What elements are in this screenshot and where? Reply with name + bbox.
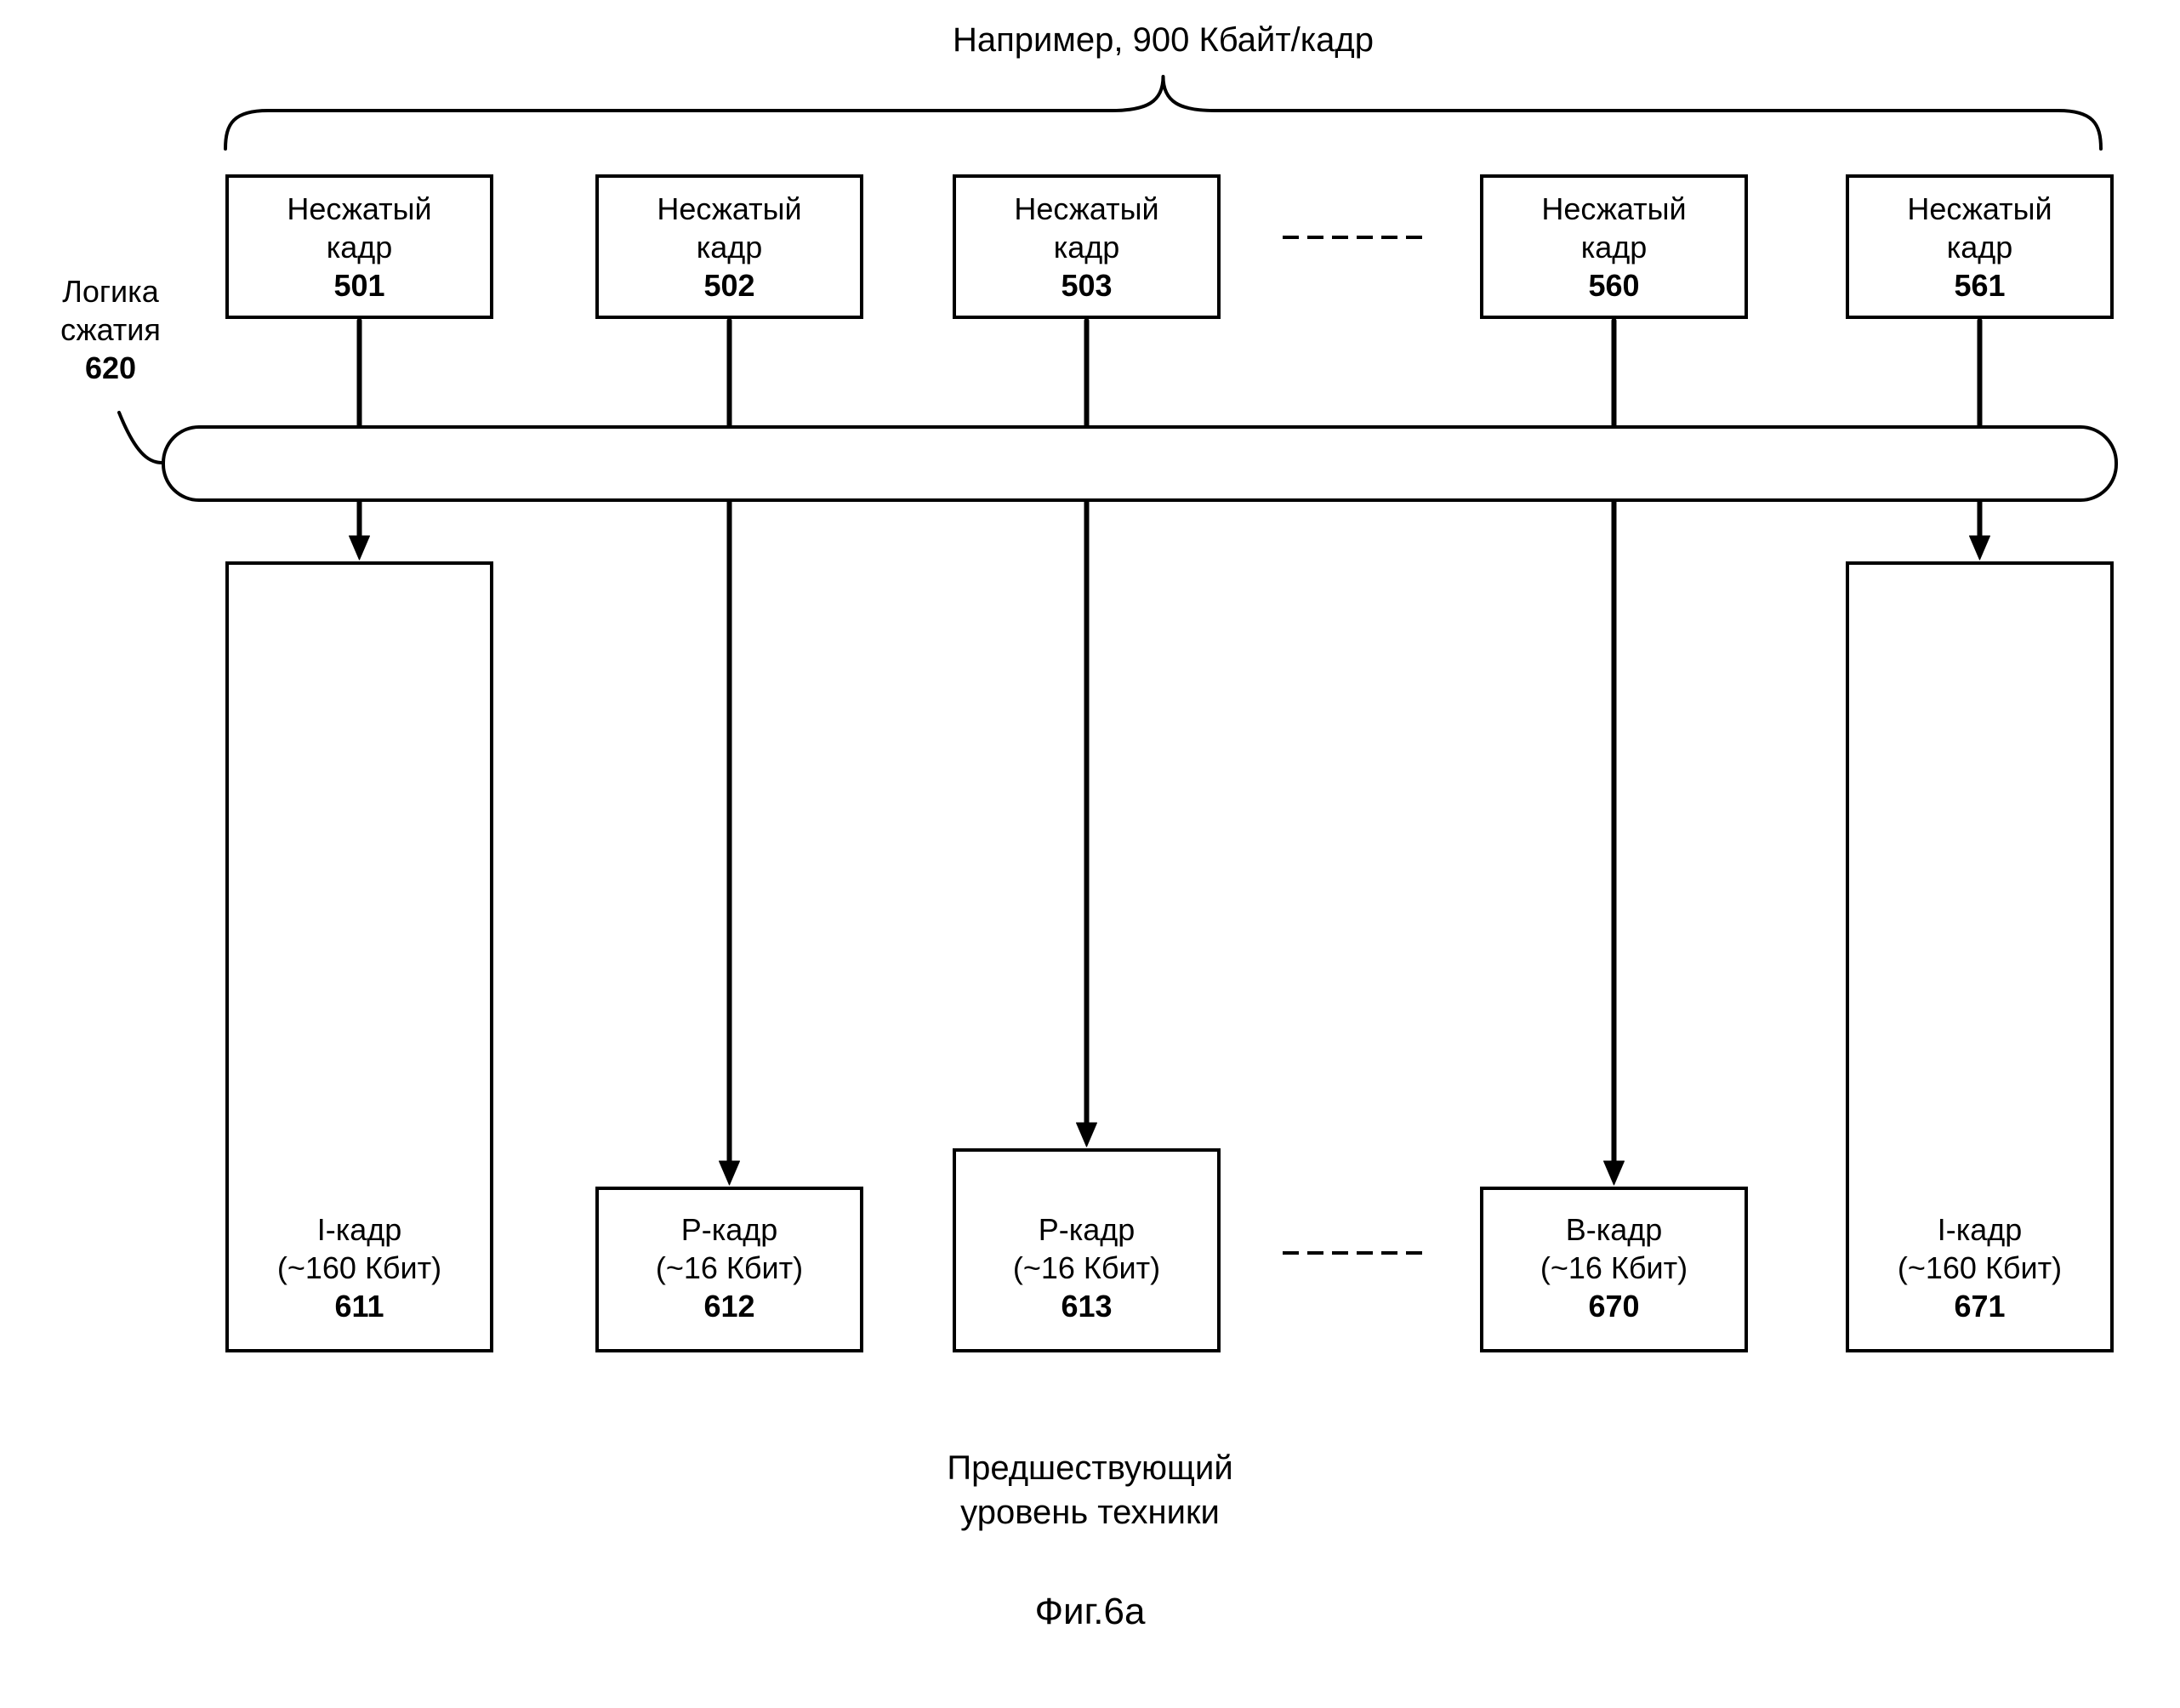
input-box-title2: кадр [1947,228,2013,266]
compressed-frame-box: I-кадр(~160 Кбит)671 [1846,561,2114,1352]
dash-segment [1406,236,1422,239]
left-label-line2: сжатия [60,312,161,347]
input-box-title2: кадр [327,228,393,266]
dash-segment [1283,236,1299,239]
dash-segment [1357,1251,1373,1255]
input-box-num: 561 [1954,266,2005,305]
compression-logic-pill [162,425,2118,502]
prior-art-caption: Предшествующий уровень техники [0,1446,2180,1534]
compression-logic-label: Логикасжатия620 [26,272,196,387]
compressed-frame-box: B-кадр(~16 Кбит)670 [1480,1187,1748,1352]
output-box-size: (~16 Кбит) [1540,1249,1688,1287]
left-label-num: 620 [85,350,136,385]
input-box-title: Несжатый [1014,190,1158,228]
output-box-title: I-кадр [317,1210,402,1249]
input-box-title2: кадр [697,228,763,266]
uncompressed-frame-box: Несжатыйкадр501 [225,174,493,319]
figure-label: Фиг.6a [0,1591,2180,1633]
input-box-num: 501 [333,266,384,305]
dash-segment [1381,1251,1397,1255]
output-box-size: (~160 Кбит) [277,1249,441,1287]
dash-segment [1406,1251,1422,1255]
compressed-frame-box: P-кадр(~16 Кбит)612 [595,1187,863,1352]
output-box-size: (~16 Кбит) [656,1249,803,1287]
ellipsis-dashes [1255,1249,1450,1257]
output-box-title: B-кадр [1566,1210,1663,1249]
dash-segment [1381,236,1397,239]
left-label-line1: Логика [62,274,158,309]
dash-segment [1307,236,1323,239]
dash-segment [1307,1251,1323,1255]
uncompressed-frame-box: Несжатыйкадр503 [953,174,1221,319]
output-box-num: 612 [703,1287,754,1325]
input-box-title: Несжатый [287,190,431,228]
output-box-num: 671 [1954,1287,2005,1325]
input-box-title: Несжатый [1907,190,2052,228]
input-box-title2: кадр [1054,228,1120,266]
output-box-num: 613 [1061,1287,1112,1325]
caption-line1: Предшествующий [947,1449,1232,1487]
output-box-num: 611 [334,1287,384,1325]
dash-segment [1283,1251,1299,1255]
caption-line2: уровень техники [960,1494,1220,1531]
dash-segment [1357,236,1373,239]
top-label: Например, 900 Кбайт/кадр [823,21,1504,60]
ellipsis-dashes [1255,233,1450,242]
input-box-num: 503 [1061,266,1112,305]
uncompressed-frame-box: Несжатыйкадр560 [1480,174,1748,319]
dash-segment [1332,236,1348,239]
output-box-title: I-кадр [1938,1210,2023,1249]
input-box-title: Несжатый [1541,190,1686,228]
dash-segment [1332,1251,1348,1255]
uncompressed-frame-box: Несжатыйкадр502 [595,174,863,319]
output-box-size: (~160 Кбит) [1898,1249,2062,1287]
compressed-frame-box: P-кадр(~16 Кбит)613 [953,1148,1221,1352]
compressed-frame-box: I-кадр(~160 Кбит)611 [225,561,493,1352]
output-box-title: P-кадр [681,1210,778,1249]
figure-label-text: Фиг.6a [1035,1591,1146,1632]
output-box-num: 670 [1588,1287,1639,1325]
input-box-num: 560 [1588,266,1639,305]
uncompressed-frame-box: Несжатыйкадр561 [1846,174,2114,319]
input-box-title: Несжатый [657,190,801,228]
input-box-num: 502 [703,266,754,305]
output-box-size: (~16 Кбит) [1013,1249,1160,1287]
diagram-stage: Например, 900 Кбайт/кадр Логикасжатия620 Н… [0,0,2180,1708]
output-box-title: P-кадр [1039,1210,1136,1249]
input-box-title2: кадр [1581,228,1648,266]
